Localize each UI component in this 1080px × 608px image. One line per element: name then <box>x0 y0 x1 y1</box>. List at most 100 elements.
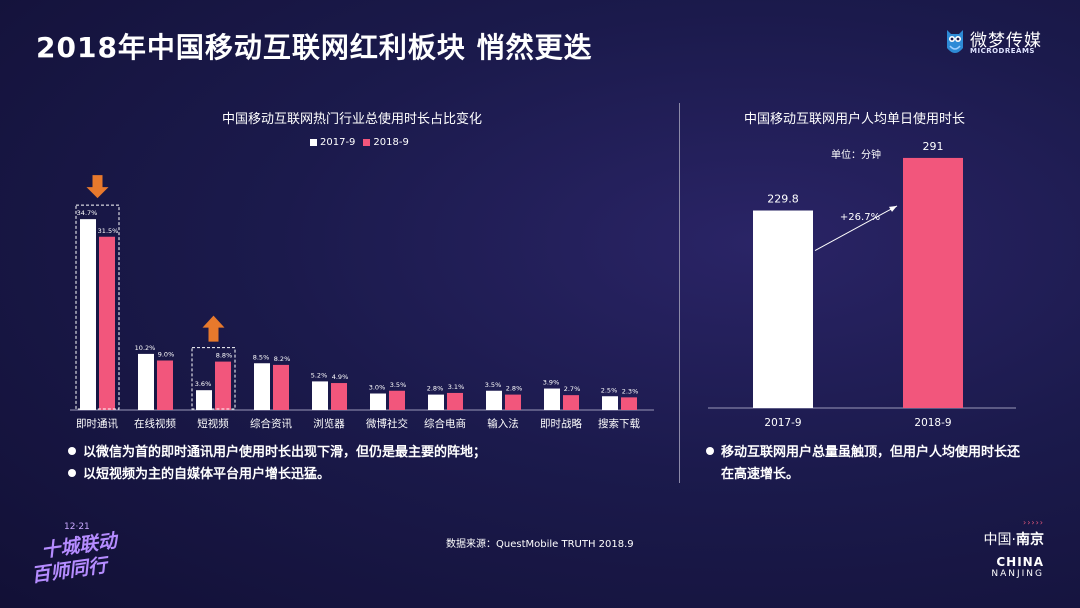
x-tick-label: 短视频 <box>197 417 229 430</box>
x-tick-label: 搜索下载 <box>598 417 640 430</box>
bar-value-label: 2.8% <box>427 385 444 393</box>
growth-arrow-line <box>814 205 898 251</box>
bar-value-label: 8.8% <box>216 352 233 360</box>
bar-value-label: 2.7% <box>564 385 581 393</box>
section-divider <box>679 103 680 483</box>
left-bar-chart: 34.7% 31.5% 即时通讯 10.2%9.0% 在线视频 3.6% 8.8% 短视频 8.… <box>70 175 654 430</box>
bar-2018-9-综合资讯 <box>273 364 289 410</box>
city-brand: ››››› 中国·南京 CHINA NANJING <box>984 518 1044 579</box>
x-tick-label: 输入法 <box>487 417 519 430</box>
x-tick-label: 微博社交 <box>366 417 408 430</box>
bar-2017-9-搜索下载 <box>602 396 618 410</box>
x-tick-label: 2018-9 <box>914 417 951 429</box>
highlight-box <box>75 204 120 410</box>
bar-value-label: 291 <box>923 140 944 153</box>
bar-2018-9-在线视频 <box>157 360 173 410</box>
brand-logo: 微梦传媒 MICRODREAMS <box>944 26 1054 60</box>
bullet-dot <box>68 446 76 455</box>
right-bar-chart: 229.8 2017-9 291 2018-9 +26.7% <box>708 140 1016 429</box>
x-tick-label: 即时通讯 <box>76 417 118 430</box>
bullet-right-2: 在高速增长。 <box>721 464 799 486</box>
brand-dots: ››››› <box>1023 518 1044 527</box>
bar-2018-9-短视频 <box>215 361 231 410</box>
bullet-text: 以微信为首的即时通讯用户使用时长出现下滑，但仍是最主要的阵地； <box>83 445 487 460</box>
bar-2017-9-在线视频 <box>138 353 154 410</box>
bar-value-label: 3.5% <box>485 381 502 389</box>
arrow-up-icon <box>202 315 225 342</box>
bullet-left-2: 以短视频为主的自媒体平台用户增长迅猛。 <box>68 464 330 486</box>
left-chart-title: 中国移动互联网热门行业总使用时长占比变化 <box>222 112 483 127</box>
unit-label: 单位：分钟 <box>831 150 881 161</box>
city-cn-1: 中国· <box>983 532 1016 548</box>
legend-swatch-2017 <box>310 139 317 146</box>
bar-2018-9-即时通讯 <box>99 236 115 410</box>
bar-2017-9-即时通讯 <box>80 219 96 410</box>
legend-label-2018: 2018-9 <box>373 137 409 148</box>
event-logo: 12·21 十城联动 百师同行 <box>30 522 121 587</box>
legend-item-2018: 2018-9 <box>363 137 409 148</box>
highlight-box <box>191 347 236 410</box>
bar-value-label: 2.5% <box>601 386 618 394</box>
bar-value-label: 5.2% <box>311 371 328 379</box>
bar-2018-9-输入法 <box>505 394 521 410</box>
bar-value-label: 3.0% <box>369 384 386 392</box>
bar-2018-9-浏览器 <box>331 383 347 410</box>
bar-value-label: 9.0% <box>158 351 175 359</box>
bullet-dot <box>68 468 76 477</box>
city-en-1: CHINA <box>996 555 1044 569</box>
bullet-text: 在高速增长。 <box>721 467 800 482</box>
bar-2018-9-综合电商 <box>447 392 463 410</box>
event-date: 12·21 <box>64 522 90 532</box>
bar-value-label: 34.7% <box>77 209 98 217</box>
bar-2017-9-短视频 <box>196 390 212 410</box>
bar-value-label: 3.9% <box>543 379 560 387</box>
data-source: 数据来源：QuestMobile TRUTH 2018.9 <box>446 539 634 550</box>
bar-value-label: 3.5% <box>390 381 407 389</box>
bullet-right-1: 移动互联网用户总量虽触顶，但用户人均使用时长还 <box>706 442 1020 464</box>
x-tick-label: 即时战略 <box>540 417 582 430</box>
bar-2018-9-即时战略 <box>563 395 579 410</box>
x-tick-label: 综合资讯 <box>250 417 292 430</box>
right-chart-title: 中国移动互联网用户人均单日使用时长 <box>744 112 966 127</box>
bullet-text: 移动互联网用户总量虽触顶，但用户人均使用时长还 <box>721 445 1021 460</box>
bar-2018-9 <box>903 157 963 408</box>
city-cn-2: 南京 <box>1016 532 1044 548</box>
owl-logo-icon <box>947 30 963 53</box>
x-tick-label: 浏览器 <box>313 417 345 430</box>
bar-value-label: 8.2% <box>274 355 291 363</box>
bar-2017-9-即时战略 <box>544 388 560 410</box>
legend-item-2017: 2017-9 <box>310 137 355 148</box>
x-tick-label: 综合电商 <box>424 417 466 430</box>
bar-value-label: 3.1% <box>448 383 465 391</box>
x-tick-label: 在线视频 <box>134 417 176 430</box>
city-en-2: NANJING <box>991 569 1044 579</box>
bullet-left-1: 以微信为首的即时通讯用户使用时长出现下滑，但仍是最主要的阵地； <box>68 442 486 464</box>
bar-value-label: 31.5% <box>98 227 119 235</box>
bar-2017-9-输入法 <box>486 390 502 410</box>
bar-2017-9-微博社交 <box>370 393 386 410</box>
bullet-text: 以短视频为主的自媒体平台用户增长迅猛。 <box>83 467 331 482</box>
legend-label-2017: 2017-9 <box>320 137 356 148</box>
bar-2017-9-综合电商 <box>428 394 444 410</box>
legend-swatch-2018 <box>363 139 371 146</box>
bar-2018-9-微博社交 <box>389 390 405 410</box>
bar-value-label: 2.8% <box>506 385 523 393</box>
growth-arrow-head-icon <box>889 205 897 212</box>
bar-value-label: 8.5% <box>253 353 270 361</box>
growth-label: +26.7% <box>840 212 880 223</box>
left-chart-legend: 2017-9 2018-9 <box>310 137 409 148</box>
x-tick-label: 2017-9 <box>764 417 801 429</box>
bar-value-label: 3.6% <box>195 380 212 388</box>
logo-text-cn: 微梦传媒 <box>970 31 1042 51</box>
city-cn: 中国·南京 <box>984 529 1044 549</box>
logo-text-en: MICRODREAMS <box>970 47 1035 55</box>
bar-2017-9-浏览器 <box>312 381 328 410</box>
bar-value-label: 4.9% <box>332 373 349 381</box>
bar-value-label: 229.8 <box>767 193 799 206</box>
bar-2018-9-搜索下载 <box>621 397 637 410</box>
page-title: 2018年中国移动互联网红利板块 悄然更迭 <box>36 31 593 64</box>
arrow-down-icon <box>86 175 109 199</box>
bullet-dot <box>706 446 714 455</box>
bar-value-label: 10.2% <box>135 344 156 352</box>
bar-2017-9-综合资讯 <box>254 363 270 410</box>
